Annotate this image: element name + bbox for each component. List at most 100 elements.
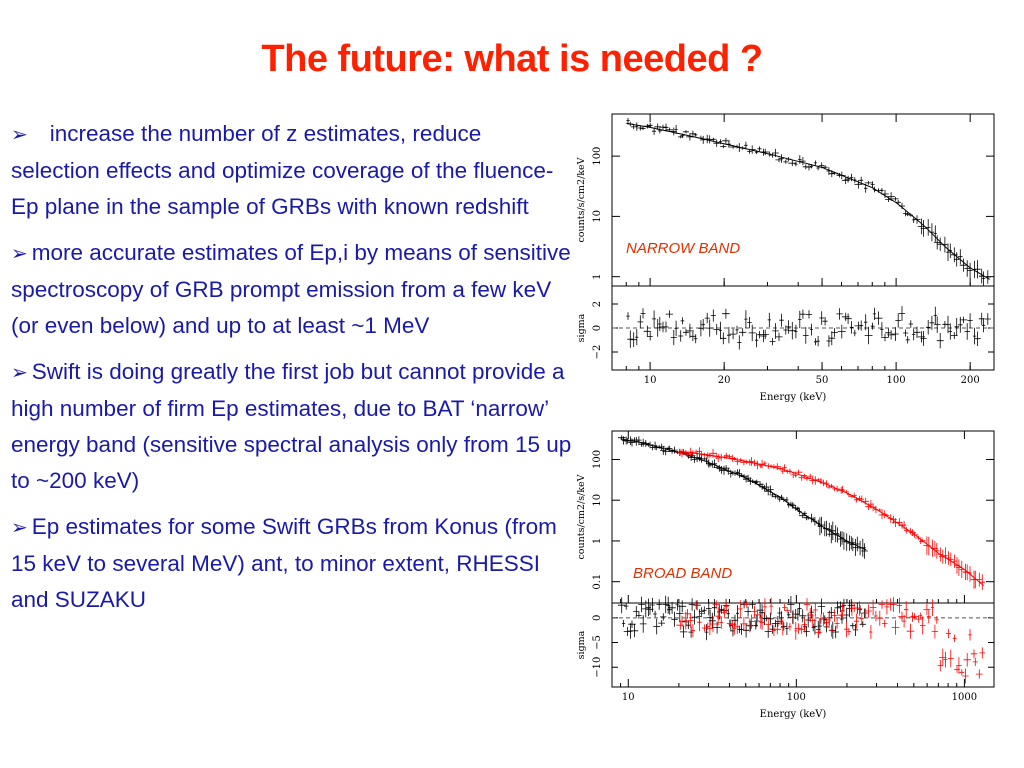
data-point <box>981 271 986 286</box>
data-point <box>819 479 828 487</box>
residual-point <box>884 599 890 615</box>
residual-point <box>959 669 965 676</box>
data-point <box>688 452 696 458</box>
residual-panel-frame <box>611 602 995 688</box>
data-point <box>740 474 748 479</box>
residual-point <box>772 625 776 636</box>
residual-point <box>660 613 667 621</box>
residual-point <box>761 329 769 340</box>
residual-point <box>828 331 836 346</box>
data-point <box>905 212 910 217</box>
residual-point <box>744 310 748 328</box>
data-point <box>658 443 665 451</box>
residual-y-tick-label: 2 <box>592 301 603 307</box>
residual-axis-label: sigma <box>576 313 587 342</box>
data-point <box>975 572 983 587</box>
residual-point <box>885 328 892 337</box>
bullet-item: ➢ more accurate estimates of Ep,i by mean… <box>11 235 573 344</box>
residual-point <box>880 322 884 337</box>
bullet-item: ➢ increase the number of z estimates, red… <box>11 116 573 225</box>
residual-point <box>914 615 923 623</box>
residual-point <box>931 624 938 639</box>
residual-point <box>857 605 863 614</box>
data-point <box>812 476 818 485</box>
data-point <box>948 552 954 567</box>
data-point <box>653 441 657 450</box>
data-point <box>627 121 634 127</box>
data-point <box>799 513 807 519</box>
data-point <box>910 532 919 538</box>
x-tick-label: 50 <box>816 375 829 386</box>
data-point <box>706 459 712 468</box>
residual-point <box>920 331 927 346</box>
data-point <box>749 479 756 483</box>
residual-point <box>797 602 802 615</box>
residual-point <box>748 614 755 629</box>
broad-band-spectrum-plot: 10 100 1000 Energy (keV) 0.1 1 10 100 counts/cm2… <box>572 425 998 723</box>
residual-point <box>639 615 647 633</box>
data-point <box>813 160 818 166</box>
data-point <box>757 146 762 152</box>
residual-point <box>715 607 721 626</box>
residual-point <box>876 610 884 626</box>
residual-point <box>690 623 696 638</box>
data-point <box>667 445 673 452</box>
residual-point <box>640 308 646 319</box>
data-point <box>854 180 863 189</box>
data-point <box>762 485 767 492</box>
residual-point <box>790 610 796 625</box>
residual-point <box>757 331 762 339</box>
residual-point <box>653 618 661 635</box>
residual-point <box>698 320 704 337</box>
residual-point <box>844 313 852 324</box>
y-tick-label: 1 <box>592 538 603 544</box>
residual-point <box>702 606 707 615</box>
data-point <box>853 497 860 503</box>
residual-point <box>684 609 691 619</box>
residual-point <box>769 338 776 346</box>
residual-point <box>650 597 655 613</box>
residual-point <box>696 613 702 632</box>
data-point <box>690 450 696 457</box>
data-point <box>737 143 742 152</box>
residual-point <box>713 324 720 335</box>
residual-point <box>891 620 900 635</box>
residual-point <box>748 324 756 342</box>
data-point <box>923 536 931 555</box>
residual-point <box>794 623 803 634</box>
bullet-item: ➢ Swift is doing greatly the first job bu… <box>11 354 573 499</box>
residual-point <box>954 318 960 336</box>
data-point <box>640 126 646 131</box>
data-point <box>748 145 756 154</box>
data-point <box>837 486 845 494</box>
residual-point <box>678 615 686 627</box>
residual-point <box>929 315 935 330</box>
residual-point <box>674 320 678 337</box>
residual-point <box>670 329 677 346</box>
narrow-band-spectrum-plot: 10 20 50 100 200 Energy (keV) 1 10 100 counts/s/c… <box>572 108 998 406</box>
data-point <box>962 563 969 580</box>
residual-point <box>817 618 823 634</box>
residual-point <box>850 622 856 629</box>
residual-point <box>779 611 784 625</box>
residual-point <box>698 609 704 618</box>
data-point <box>694 449 698 455</box>
data-point <box>763 461 767 466</box>
data-point <box>702 457 707 461</box>
residual-point <box>638 596 645 613</box>
residual-point <box>853 613 860 629</box>
residual-point <box>930 599 934 616</box>
residual-point <box>643 325 652 337</box>
residual-point <box>726 619 732 628</box>
data-point <box>952 554 957 568</box>
residual-point <box>878 600 886 609</box>
data-point <box>729 145 737 149</box>
data-point <box>791 505 800 511</box>
residual-point <box>653 610 657 618</box>
residual-point <box>815 629 822 636</box>
residual-point <box>686 621 691 630</box>
residual-point <box>905 336 910 344</box>
data-point <box>861 543 868 559</box>
x-axis-label: Energy (keV) <box>760 392 827 403</box>
data-point <box>789 502 796 509</box>
